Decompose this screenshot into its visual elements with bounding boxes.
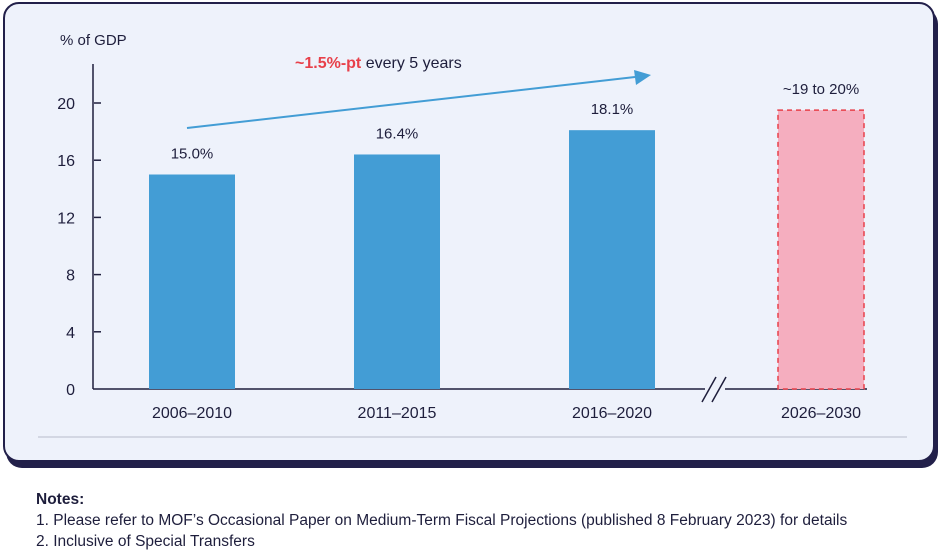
trend-annotation: ~1.5%-pt every 5 years [186,55,651,129]
trend-text: every 5 years [361,55,461,72]
data-label: 15.0% [171,146,214,163]
category-label: 2016–2020 [572,405,652,422]
notes-section: Notes: 1. Please refer to MOF’s Occasion… [36,489,847,552]
y-axis-label: % of GDP [60,32,127,49]
y-tick-label: 0 [66,382,75,399]
y-tick-label: 8 [66,268,75,285]
bar-chart: % of GDP 0 4 8 12 16 20 15.0% 2006–2010 16.4% 2011… [38,32,907,438]
note-line-1: 1. Please refer to MOF’s Occasional Pape… [36,512,848,529]
y-tick-label: 20 [57,96,75,113]
trend-arrow-head [634,70,651,85]
note-line-2: 2. Inclusive of Special Transfers [36,533,255,550]
chart-labels: % of GDP 0 4 8 12 16 20 15.0% 2006–2010 16.4% 2011… [57,32,861,422]
bar [354,154,440,389]
trend-arrow-line [186,76,636,129]
y-tick-label: 12 [57,210,75,227]
axis-break-mark [711,376,727,403]
category-label: 2011–2015 [358,405,437,422]
category-label: 2006–2010 [152,405,232,422]
chart-bars [149,109,865,390]
axis-break-mark [701,376,717,403]
data-label: 18.1% [591,101,634,118]
y-tick-label: 4 [66,325,75,342]
projected-bar [777,109,865,390]
chart-card: % of GDP 0 4 8 12 16 20 15.0% 2006–2010 16.4% 2011… [3,2,935,462]
trend-highlight: ~1.5%-pt [295,55,362,72]
trend-note: ~1.5%-pt every 5 years [295,55,462,72]
notes-title: Notes: [36,491,85,508]
bar [569,130,655,390]
y-tick-label: 16 [57,153,75,170]
data-label: ~19 to 20% [783,81,859,98]
bar [149,174,235,389]
data-label: 16.4% [376,125,419,142]
category-label: 2026–2030 [781,405,861,422]
